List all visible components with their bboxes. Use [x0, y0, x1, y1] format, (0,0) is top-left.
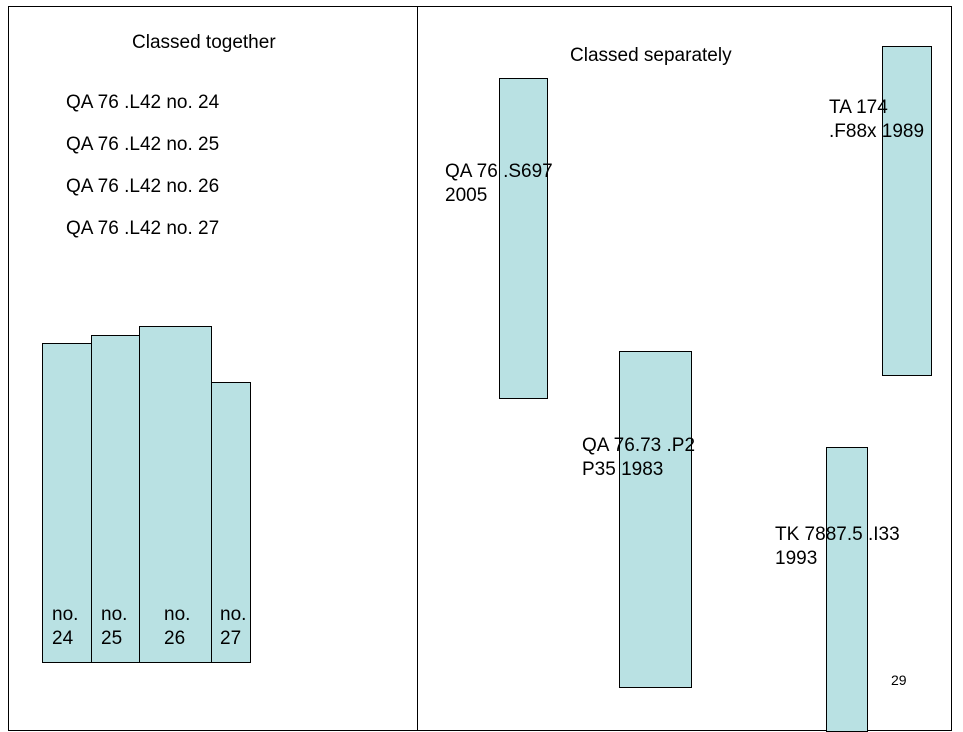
book-ta174	[882, 46, 932, 376]
call-label-ta174: TA 174 .F88x 1989	[829, 97, 925, 142]
book-qa76-73	[619, 351, 692, 688]
book-tk7887	[826, 447, 868, 732]
call-number-item: QA 76 .L42 no. 26	[66, 176, 220, 197]
book-label-27: no. 27	[220, 604, 247, 649]
book-label-24: no. 24	[52, 604, 79, 649]
book-no-27	[211, 382, 251, 663]
call-label-qa76-73: QA 76.73 .P2 P35 1983	[582, 435, 696, 480]
call-number-item: QA 76 .L42 no. 25	[66, 134, 220, 155]
call-number-list: QA 76 .L42 no. 24 QA 76 .L42 no. 25 QA 7…	[66, 92, 219, 260]
call-number-item: QA 76 .L42 no. 27	[66, 218, 220, 239]
page-number: 29	[891, 672, 907, 688]
call-label-tk7887: TK 7887.5 .I33 1993	[775, 524, 900, 569]
book-no-24	[42, 343, 92, 663]
classed-separately-heading: Classed separately	[570, 45, 732, 66]
book-label-26: no. 26	[164, 604, 191, 649]
call-number-item: QA 76 .L42 no. 24	[66, 92, 220, 113]
book-qa76-s697	[499, 78, 548, 399]
panel-divider	[417, 6, 418, 731]
classed-together-heading: Classed together	[132, 32, 276, 53]
call-label-qa76-s697: QA 76 .S697 2005	[445, 161, 553, 206]
book-label-25: no. 25	[101, 604, 128, 649]
